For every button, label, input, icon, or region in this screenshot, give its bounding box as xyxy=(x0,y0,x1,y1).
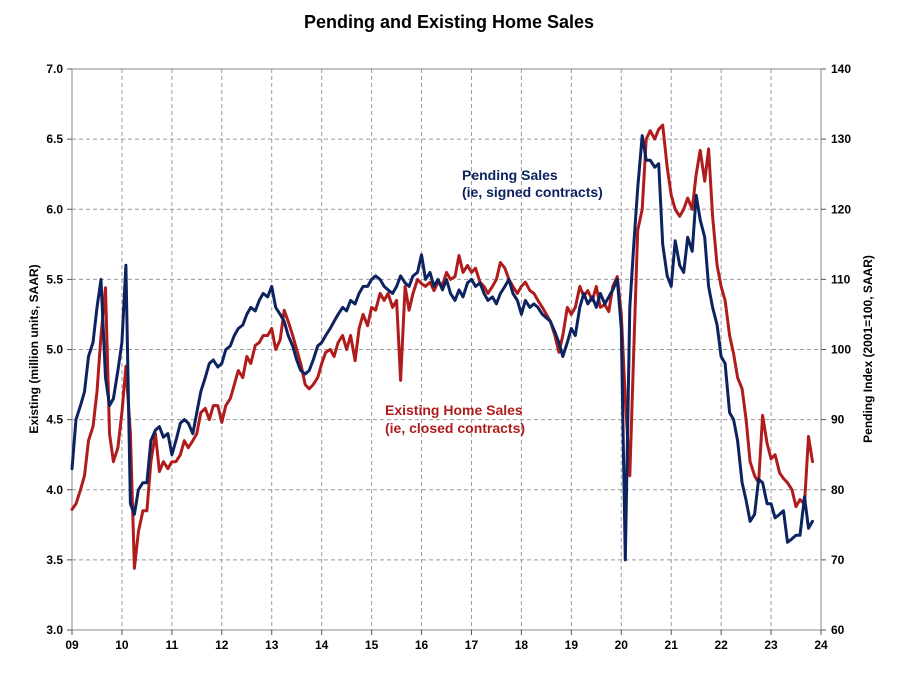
left-tick-label: 5.0 xyxy=(46,343,63,357)
existing-sales-line xyxy=(70,123,814,570)
x-tick-label: 22 xyxy=(714,638,728,652)
x-tick-label: 21 xyxy=(665,638,679,652)
left-tick-label: 3.5 xyxy=(46,553,63,567)
right-tick-label: 110 xyxy=(831,272,851,286)
left-tick-label: 6.0 xyxy=(46,202,63,216)
x-tick-label: 19 xyxy=(565,638,579,652)
left-axis-title: Existing (million units, SAAR) xyxy=(27,264,41,433)
x-tick-label: 12 xyxy=(215,638,229,652)
x-tick-label: 23 xyxy=(764,638,778,652)
existing-annotation-line1: Existing Home Sales xyxy=(385,402,523,418)
left-y-axis: 3.0 3.5 4.0 4.5 5.0 5.5 6.0 6.5 7.0 xyxy=(46,62,72,637)
x-tick-label: 14 xyxy=(315,638,329,652)
x-tick-label: 16 xyxy=(415,638,429,652)
left-tick-label: 3.0 xyxy=(46,623,63,637)
x-tick-label: 24 xyxy=(814,638,828,652)
x-tick-label: 10 xyxy=(115,638,129,652)
left-tick-label: 4.0 xyxy=(46,483,63,497)
left-tick-label: 4.5 xyxy=(46,413,63,427)
right-tick-label: 60 xyxy=(831,623,845,637)
x-tick-label: 15 xyxy=(365,638,379,652)
x-tick-label: 09 xyxy=(65,638,79,652)
x-tick-label: 17 xyxy=(465,638,479,652)
x-axis: 09 10 11 12 13 14 15 16 17 18 19 20 21 22 23 24 xyxy=(65,630,828,652)
right-tick-label: 70 xyxy=(831,553,845,567)
pending-annotation-line1: Pending Sales xyxy=(462,167,558,183)
x-tick-label: 13 xyxy=(265,638,279,652)
right-y-axis: 60 70 80 90 100 110 120 130 140 xyxy=(821,62,851,637)
left-tick-label: 5.5 xyxy=(46,272,63,286)
x-tick-label: 18 xyxy=(515,638,529,652)
right-tick-label: 130 xyxy=(831,132,851,146)
x-tick-label: 20 xyxy=(615,638,629,652)
right-axis-title: Pending Index (2001=100, SAAR) xyxy=(861,255,875,443)
series-lines xyxy=(70,123,814,570)
chart-title: Pending and Existing Home Sales xyxy=(304,12,594,32)
right-tick-label: 90 xyxy=(831,413,845,427)
left-tick-label: 6.5 xyxy=(46,132,63,146)
pending-sales-line xyxy=(70,134,814,562)
x-tick-label: 11 xyxy=(166,638,179,652)
existing-annotation-line2: (ie, closed contracts) xyxy=(385,420,525,436)
right-tick-label: 120 xyxy=(831,202,851,216)
right-tick-label: 80 xyxy=(831,483,845,497)
pending-annotation-line2: (ie, signed contracts) xyxy=(462,184,603,200)
left-tick-label: 7.0 xyxy=(46,62,63,76)
right-tick-label: 100 xyxy=(831,343,851,357)
right-tick-label: 140 xyxy=(831,62,851,76)
